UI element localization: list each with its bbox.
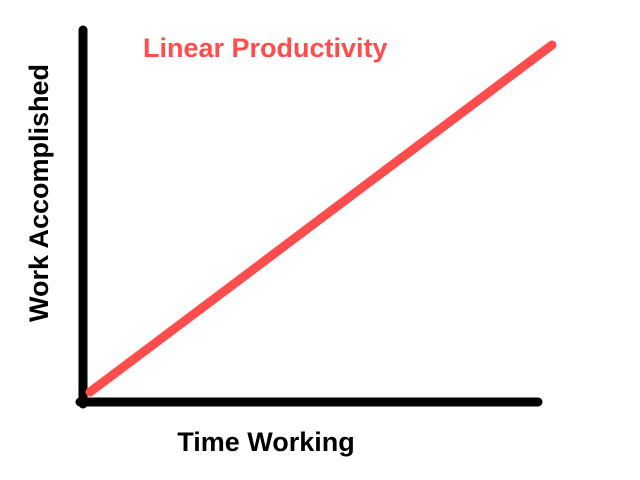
y-axis-label: Work Accomplished — [24, 64, 54, 322]
series-line-0 — [85, 40, 557, 397]
chart-title: Linear Productivity — [143, 33, 388, 63]
x-axis-label: Time Working — [177, 427, 355, 457]
series-layer — [85, 40, 557, 397]
